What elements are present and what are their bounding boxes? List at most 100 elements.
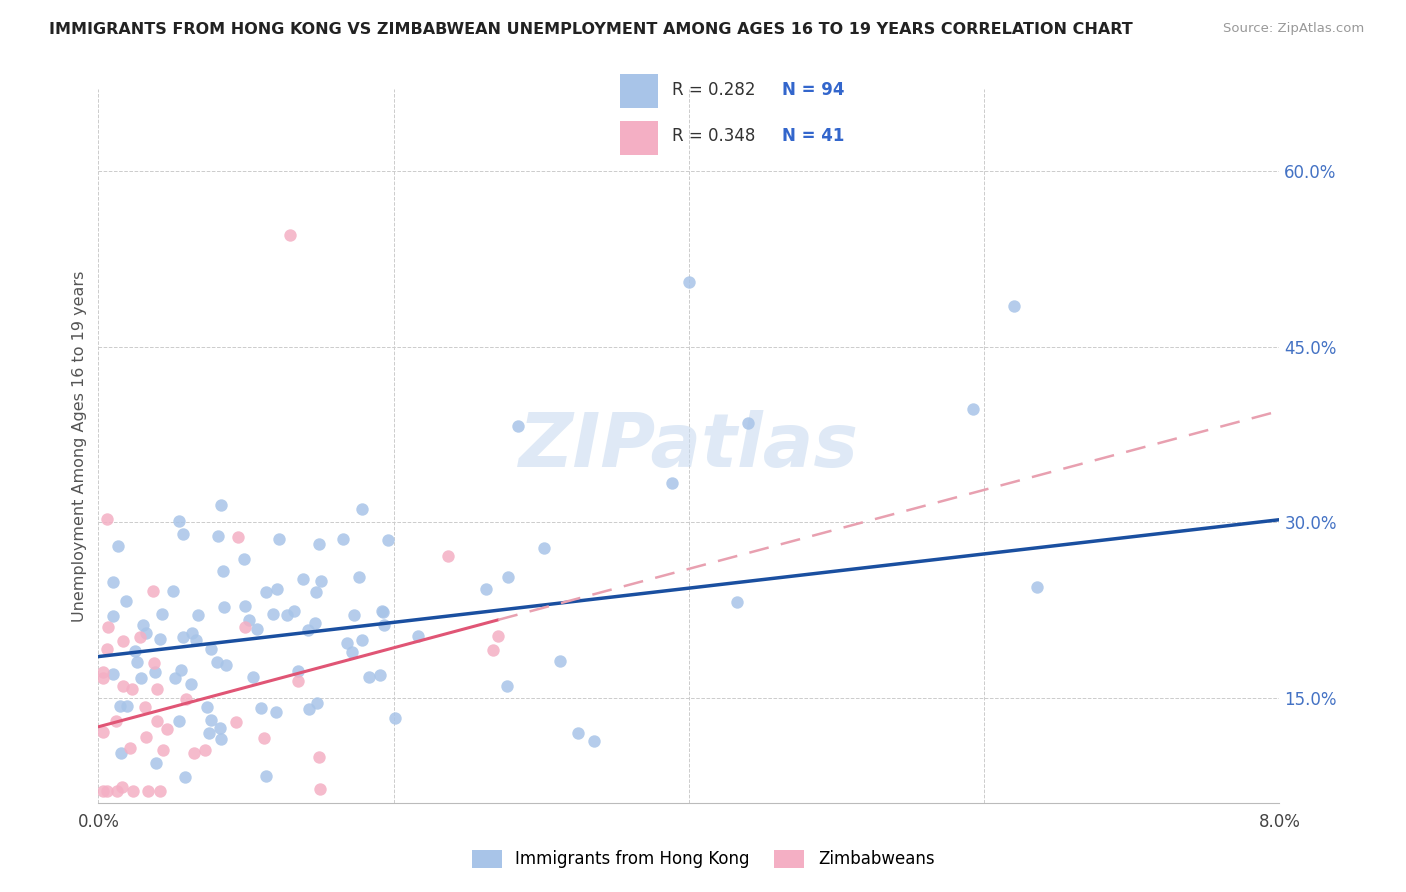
Point (481, 642, 503, 657)
Point (215, 658, 238, 673)
Point (200, 713, 222, 727)
Point (165, 671, 187, 685)
Point (384, 711, 406, 725)
Point (91, 665, 114, 680)
Point (150, 607, 173, 621)
Point (267, 532, 290, 546)
Text: IMMIGRANTS FROM HONG KONG VS ZIMBABWEAN UNEMPLOYMENT AMONG AGES 16 TO 19 YEARS C: IMMIGRANTS FROM HONG KONG VS ZIMBABWEAN … (49, 22, 1133, 37)
Point (129, 671, 152, 685)
Point (225, 715, 247, 730)
Point (233, 599, 256, 614)
Point (253, 731, 276, 745)
Point (357, 670, 380, 684)
Point (254, 585, 277, 599)
Point (152, 742, 174, 756)
Point (347, 570, 370, 584)
Point (1025, 581, 1047, 595)
Point (309, 782, 332, 797)
Legend: Immigrants from Hong Kong, Zimbabweans: Immigrants from Hong Kong, Zimbabweans (463, 841, 943, 877)
Point (186, 632, 208, 647)
Point (124, 644, 146, 658)
Point (495, 679, 517, 693)
Point (308, 750, 330, 764)
Text: R = 0.282: R = 0.282 (672, 81, 755, 99)
Point (212, 564, 235, 578)
Point (142, 584, 165, 599)
Point (292, 573, 315, 587)
Point (105, 714, 128, 728)
Point (297, 623, 319, 637)
Point (110, 746, 132, 760)
Point (340, 645, 363, 659)
Point (145, 681, 167, 696)
Point (1002, 299, 1025, 313)
Point (283, 604, 305, 618)
Point (134, 700, 156, 714)
Point (264, 705, 287, 719)
Point (350, 632, 373, 647)
Point (111, 679, 134, 693)
Point (145, 665, 167, 679)
Point (170, 663, 193, 677)
Point (278, 228, 302, 243)
Point (678, 275, 700, 289)
Point (242, 670, 264, 684)
Point (209, 731, 232, 746)
Point (173, 770, 195, 784)
Point (96, 642, 118, 657)
Point (211, 498, 233, 512)
Point (162, 584, 184, 599)
Point (114, 594, 136, 608)
Point (533, 541, 555, 555)
Point (266, 582, 288, 596)
Text: Source: ZipAtlas.com: Source: ZipAtlas.com (1223, 22, 1364, 36)
Point (125, 655, 148, 669)
Point (180, 626, 202, 640)
Point (121, 784, 143, 798)
Point (103, 609, 125, 624)
Point (343, 608, 366, 623)
Point (475, 582, 498, 596)
Text: N = 94: N = 94 (782, 81, 844, 99)
Point (304, 615, 326, 630)
Point (371, 605, 394, 619)
Point (214, 599, 236, 614)
Point (506, 418, 529, 433)
Point (309, 574, 332, 588)
Point (962, 401, 984, 416)
Point (167, 514, 190, 528)
Point (305, 696, 328, 710)
Point (180, 677, 202, 691)
Point (132, 617, 155, 632)
Bar (620, 121, 658, 155)
Point (194, 742, 217, 756)
Point (197, 700, 219, 714)
Point (368, 668, 391, 682)
Point (226, 530, 249, 544)
Point (200, 641, 222, 656)
Point (371, 604, 394, 618)
Point (145, 756, 167, 770)
Point (233, 620, 256, 634)
Point (238, 613, 260, 627)
Point (129, 631, 152, 645)
Point (136, 784, 159, 798)
Point (111, 633, 134, 648)
Point (115, 699, 138, 714)
Point (107, 539, 129, 553)
Point (103, 667, 125, 681)
Point (245, 622, 267, 636)
Point (91, 725, 114, 739)
Point (737, 416, 759, 430)
Point (135, 626, 157, 640)
Point (120, 741, 142, 756)
Point (96, 784, 118, 798)
Point (197, 725, 219, 739)
Point (486, 629, 509, 643)
Point (308, 537, 330, 551)
Point (205, 655, 228, 669)
Point (172, 526, 194, 541)
Point (377, 533, 399, 548)
Point (297, 702, 319, 716)
Point (167, 714, 190, 728)
